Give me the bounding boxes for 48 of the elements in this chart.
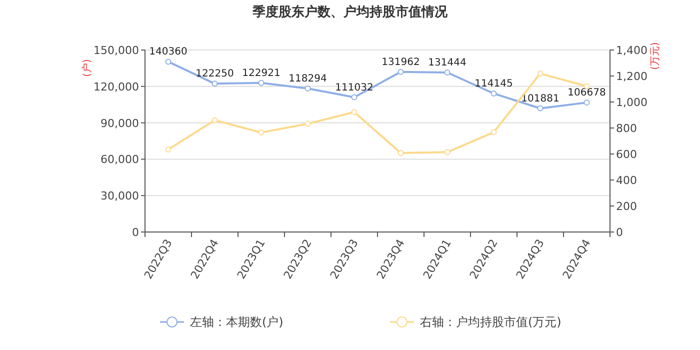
y2-tick-label: 0: [616, 226, 623, 239]
legend-label: 左轴：本期数(户): [190, 315, 284, 329]
point: [351, 94, 358, 100]
y-tick-label: 0: [132, 226, 139, 239]
point: [537, 70, 544, 77]
point: [258, 130, 264, 136]
point: [398, 150, 404, 156]
y2-tick-label: 1,000: [616, 96, 648, 109]
data-label: 101881: [521, 93, 560, 104]
y2-tick-label: 600: [616, 148, 637, 161]
y-tick-label: 90,000: [100, 116, 139, 130]
point: [398, 68, 404, 75]
point: [444, 149, 450, 156]
point: [351, 109, 358, 116]
data-label: 122921: [242, 68, 280, 79]
point: [212, 117, 218, 124]
point: [444, 70, 450, 76]
y2-tick-label: 800: [616, 122, 637, 135]
y2-tick-label: 200: [616, 200, 637, 213]
data-label: 131962: [382, 56, 420, 68]
y-tick-label: 30,000: [100, 190, 139, 203]
data-label: 111032: [335, 82, 374, 94]
chart-title: 季度股东户数、户均持股市值情况: [252, 4, 448, 20]
point: [304, 85, 311, 92]
data-label: 106678: [568, 88, 606, 99]
point: [258, 80, 264, 86]
point: [212, 80, 218, 87]
data-label: 122250: [196, 68, 234, 80]
point: [490, 129, 497, 136]
y2-tick-label: 1,400: [616, 44, 648, 57]
data-label: 131444: [428, 58, 466, 69]
data-label: 140360: [149, 46, 188, 58]
point: [165, 146, 172, 152]
y2-axis-title: (万元): [650, 42, 661, 70]
point: [304, 120, 311, 127]
data-label: 114145: [474, 78, 513, 90]
point: [165, 58, 172, 65]
legend-label: 右轴：户均持股市值(万元): [420, 315, 562, 329]
y2-tick-label: 1,200: [616, 70, 648, 83]
data-label: 118294: [288, 73, 327, 84]
point: [537, 105, 544, 112]
point: [490, 90, 497, 97]
y-tick-label: 120,000: [94, 80, 139, 94]
y2-tick-label: 400: [616, 174, 637, 187]
point: [584, 100, 590, 106]
y-tick-label: 60,000: [100, 153, 139, 166]
y-tick-label: 150,000: [94, 44, 139, 57]
y-axis-title: (户): [81, 59, 93, 77]
